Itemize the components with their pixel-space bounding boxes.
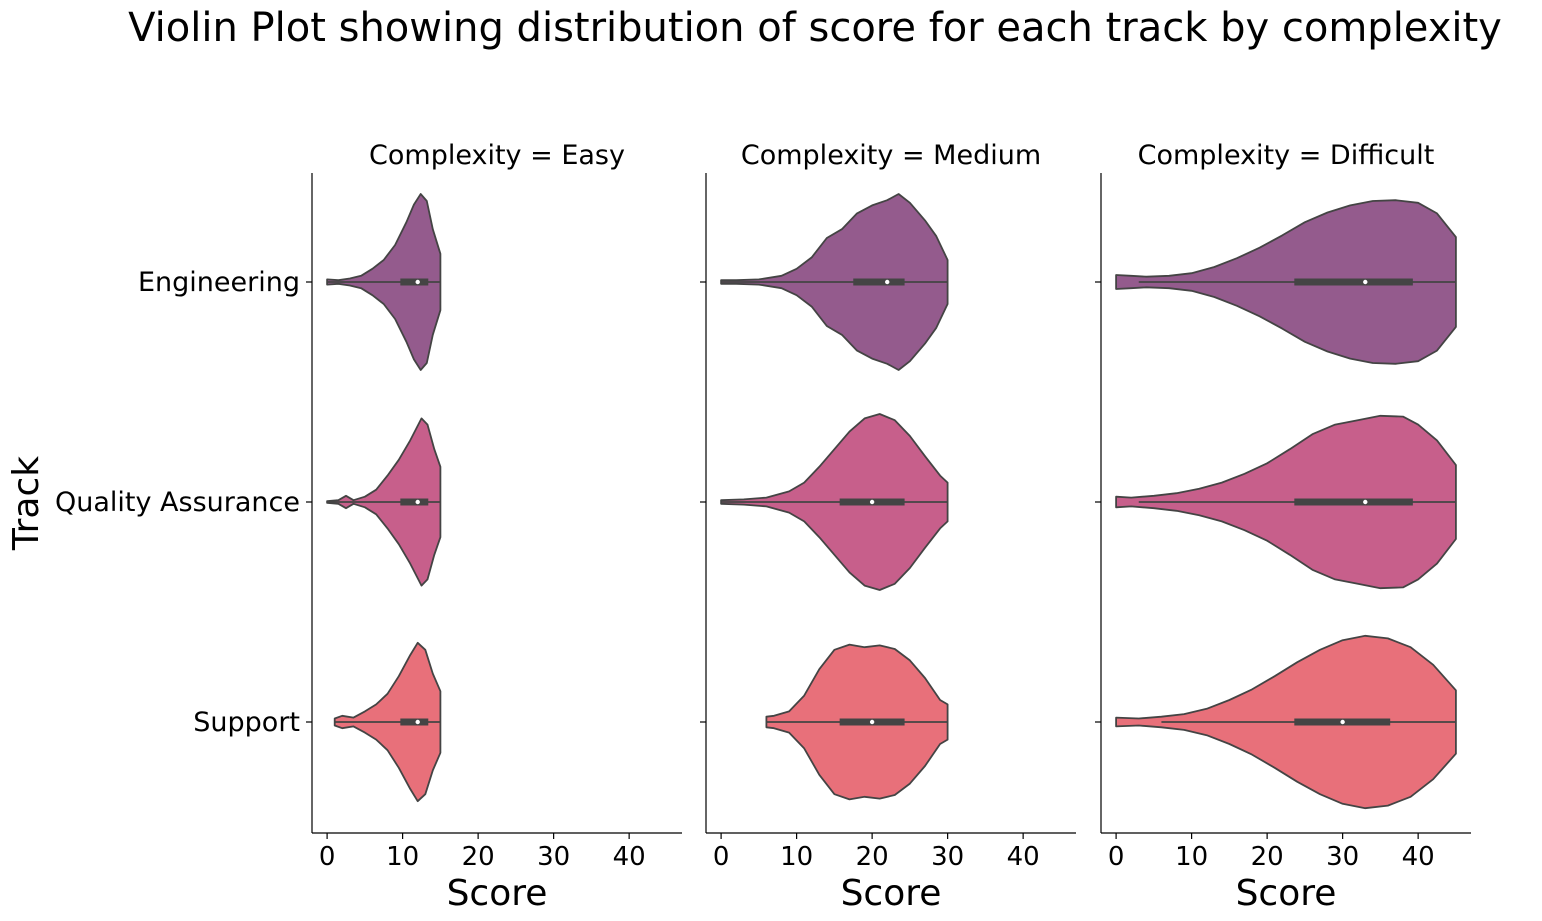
facet-panel: Complexity = Difficult 0 10 20 30 40 Score	[1095, 140, 1471, 914]
x-axis-label: Score	[447, 873, 548, 914]
x-tick-label: 10	[386, 842, 419, 872]
violin-iqr-box	[853, 278, 905, 286]
violin-median-point	[415, 279, 420, 285]
violin-median-point	[415, 499, 420, 505]
x-tick-label: 0	[1108, 842, 1125, 872]
violin-median-point	[1340, 719, 1345, 725]
y-tick-label: Engineering	[138, 267, 300, 298]
violin-iqr-box	[1294, 498, 1413, 506]
x-tick-label: 10	[780, 842, 813, 872]
violin-median-point	[869, 719, 875, 725]
x-axis-label: Score	[841, 873, 942, 914]
violin-median-point	[885, 279, 890, 285]
x-tick-label: 40	[1402, 842, 1435, 872]
facet-title: Complexity = Easy	[369, 140, 625, 171]
x-tick-label: 30	[931, 842, 964, 872]
x-tick-label: 10	[1175, 842, 1208, 872]
x-tick-label: 20	[856, 842, 889, 872]
x-tick-label: 30	[537, 842, 570, 872]
x-tick-label: 0	[713, 842, 730, 872]
violin-iqr-box	[400, 498, 429, 506]
x-axis-label: Score	[1236, 873, 1337, 914]
facet-title: Complexity = Medium	[741, 140, 1041, 171]
y-tick-label: Support	[193, 707, 300, 738]
violin-iqr-box	[400, 278, 429, 286]
violin-median-point	[415, 719, 420, 725]
x-tick-label: 40	[1007, 842, 1040, 872]
violin-iqr-box	[1294, 278, 1413, 286]
facet-panel: Complexity = Medium 0 10 20 30 40 Score	[700, 140, 1076, 914]
y-tick-label: Quality Assurance	[55, 487, 300, 518]
violin-median-point	[1363, 279, 1368, 285]
violin-median-point	[869, 499, 875, 505]
violin-iqr-box	[400, 718, 429, 726]
x-tick-label: 40	[613, 842, 646, 872]
x-tick-label: 20	[462, 842, 495, 872]
chart-title: Violin Plot showing distribution of scor…	[128, 5, 1502, 51]
facet-panel: Complexity = Easy 0 10 20 30 40 Score Engineeri…	[55, 140, 682, 914]
x-tick-label: 20	[1251, 842, 1284, 872]
y-axis-label: Track	[6, 456, 47, 551]
x-tick-label: 30	[1326, 842, 1359, 872]
x-tick-label: 0	[319, 842, 336, 872]
facet-title: Complexity = Difficult	[1138, 140, 1435, 171]
violin-median-point	[1363, 499, 1368, 505]
